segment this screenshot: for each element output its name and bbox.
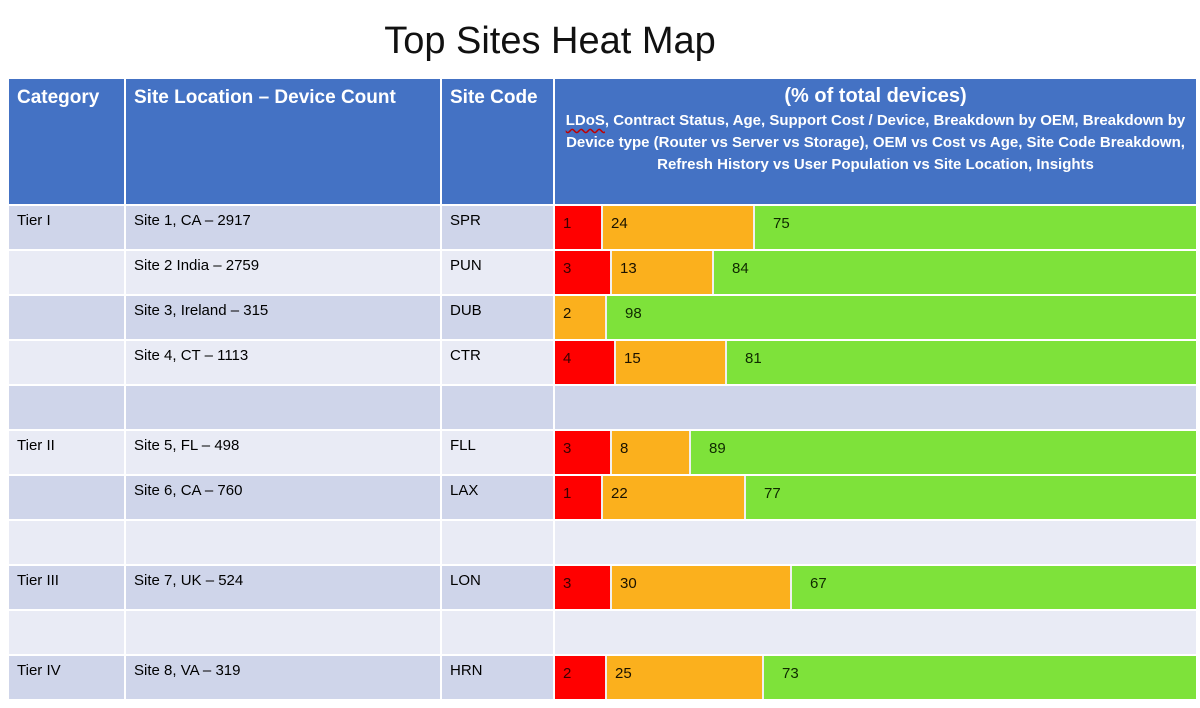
site-location-cell: Site 5, FL – 498 bbox=[124, 429, 442, 476]
header-percent-subtitle-rest: , Contract Status, Age, Support Cost / D… bbox=[566, 112, 1186, 173]
table-row: Site 4, CT – 1113 CTR 4 15 81 bbox=[7, 339, 1198, 386]
percent-bar-cell: 4 15 81 bbox=[553, 339, 1198, 386]
site-location-cell: Site 7, UK – 524 bbox=[124, 564, 442, 611]
site-code-cell: PUN bbox=[440, 249, 555, 296]
stacked-bar: 3 8 89 bbox=[555, 431, 1196, 474]
spacer-row bbox=[7, 609, 1198, 656]
category-cell bbox=[7, 339, 126, 386]
site-location-cell: Site 1, CA – 2917 bbox=[124, 204, 442, 251]
percent-bar-cell: 2 98 bbox=[553, 294, 1198, 341]
site-location-cell: Site 3, Ireland – 315 bbox=[124, 294, 442, 341]
bar-segment-orange: 30 bbox=[612, 566, 792, 609]
site-location-cell: Site 4, CT – 1113 bbox=[124, 339, 442, 386]
site-location-cell bbox=[124, 519, 442, 566]
bar-segment-red: 3 bbox=[555, 566, 612, 609]
bar-segment-red: 1 bbox=[555, 206, 603, 249]
bar-segment-green: 67 bbox=[792, 566, 1196, 609]
site-code-cell: LON bbox=[440, 564, 555, 611]
bar-segment-red: 3 bbox=[555, 251, 612, 294]
bar-segment-green: 98 bbox=[607, 296, 1196, 339]
bar-segment-orange: 15 bbox=[616, 341, 727, 384]
table-row: Site 6, CA – 760 LAX 1 22 77 bbox=[7, 474, 1198, 521]
percent-bar-cell: 1 24 75 bbox=[553, 204, 1198, 251]
bar-segment-orange: 25 bbox=[607, 656, 764, 699]
page-title: Top Sites Heat Map bbox=[384, 20, 716, 62]
bar-segment-green: 89 bbox=[691, 431, 1196, 474]
site-code-cell: LAX bbox=[440, 474, 555, 521]
site-code-cell: CTR bbox=[440, 339, 555, 386]
percent-bar-cell bbox=[553, 384, 1198, 431]
percent-bar-cell bbox=[553, 519, 1198, 566]
category-cell: Tier III bbox=[7, 564, 126, 611]
bar-segment-orange: 2 bbox=[555, 296, 607, 339]
stacked-bar: 3 13 84 bbox=[555, 251, 1196, 294]
site-code-cell: HRN bbox=[440, 654, 555, 701]
header-row: Category Site Location – Device Count Si… bbox=[7, 77, 1198, 206]
site-code-cell bbox=[440, 384, 555, 431]
category-cell bbox=[7, 519, 126, 566]
percent-bar-cell: 3 13 84 bbox=[553, 249, 1198, 296]
bar-segment-orange: 8 bbox=[612, 431, 691, 474]
percent-bar-cell: 3 8 89 bbox=[553, 429, 1198, 476]
table-row: Tier III Site 7, UK – 524 LON 3 30 67 bbox=[7, 564, 1198, 611]
header-percent-subtitle: LDoS, Contract Status, Age, Support Cost… bbox=[559, 110, 1192, 176]
category-cell: Tier I bbox=[7, 204, 126, 251]
bar-segment-green: 75 bbox=[755, 206, 1196, 249]
site-code-cell bbox=[440, 609, 555, 656]
stacked-bar: 2 98 bbox=[555, 296, 1196, 339]
stacked-bar: 1 24 75 bbox=[555, 206, 1196, 249]
bar-segment-red: 3 bbox=[555, 431, 612, 474]
spacer-row bbox=[7, 384, 1198, 431]
heat-map-table: Category Site Location – Device Count Si… bbox=[7, 77, 1198, 701]
header-ldos-word: LDoS bbox=[565, 112, 605, 129]
site-location-cell: Site 8, VA – 319 bbox=[124, 654, 442, 701]
percent-bar-cell bbox=[553, 609, 1198, 656]
table-row: Tier II Site 5, FL – 498 FLL 3 8 89 bbox=[7, 429, 1198, 476]
site-code-cell: SPR bbox=[440, 204, 555, 251]
bar-segment-orange: 22 bbox=[603, 476, 746, 519]
header-percent: (% of total devices) LDoS, Contract Stat… bbox=[553, 77, 1198, 206]
percent-bar-cell: 3 30 67 bbox=[553, 564, 1198, 611]
bar-segment-green: 73 bbox=[764, 656, 1196, 699]
category-cell bbox=[7, 609, 126, 656]
stacked-bar: 4 15 81 bbox=[555, 341, 1196, 384]
site-location-cell bbox=[124, 384, 442, 431]
header-site-code: Site Code bbox=[440, 77, 555, 206]
percent-bar-cell: 1 22 77 bbox=[553, 474, 1198, 521]
table-row: Tier I Site 1, CA – 2917 SPR 1 24 75 bbox=[7, 204, 1198, 251]
header-category: Category bbox=[7, 77, 126, 206]
stacked-bar: 2 25 73 bbox=[555, 656, 1196, 699]
table-row: Site 3, Ireland – 315 DUB 2 98 bbox=[7, 294, 1198, 341]
site-code-cell: FLL bbox=[440, 429, 555, 476]
percent-bar-cell: 2 25 73 bbox=[553, 654, 1198, 701]
bar-segment-green: 81 bbox=[727, 341, 1196, 384]
site-code-cell: DUB bbox=[440, 294, 555, 341]
site-code-cell bbox=[440, 519, 555, 566]
site-location-cell: Site 6, CA – 760 bbox=[124, 474, 442, 521]
site-location-cell: Site 2 India – 2759 bbox=[124, 249, 442, 296]
bar-segment-red: 4 bbox=[555, 341, 616, 384]
category-cell bbox=[7, 249, 126, 296]
table-body: Tier I Site 1, CA – 2917 SPR 1 24 75 Site 2 In… bbox=[7, 204, 1198, 701]
category-cell: Tier II bbox=[7, 429, 126, 476]
bar-segment-orange: 13 bbox=[612, 251, 714, 294]
stacked-bar: 1 22 77 bbox=[555, 476, 1196, 519]
bar-segment-green: 84 bbox=[714, 251, 1196, 294]
bar-segment-red: 1 bbox=[555, 476, 603, 519]
header-percent-title: (% of total devices) bbox=[784, 85, 967, 107]
category-cell: Tier IV bbox=[7, 654, 126, 701]
spacer-row bbox=[7, 519, 1198, 566]
bar-segment-orange: 24 bbox=[603, 206, 755, 249]
site-location-cell bbox=[124, 609, 442, 656]
table-row: Site 2 India – 2759 PUN 3 13 84 bbox=[7, 249, 1198, 296]
stacked-bar: 3 30 67 bbox=[555, 566, 1196, 609]
category-cell bbox=[7, 384, 126, 431]
table-row: Tier IV Site 8, VA – 319 HRN 2 25 73 bbox=[7, 654, 1198, 701]
bar-segment-red: 2 bbox=[555, 656, 607, 699]
category-cell bbox=[7, 294, 126, 341]
category-cell bbox=[7, 474, 126, 521]
bar-segment-green: 77 bbox=[746, 476, 1196, 519]
header-site-location: Site Location – Device Count bbox=[124, 77, 442, 206]
